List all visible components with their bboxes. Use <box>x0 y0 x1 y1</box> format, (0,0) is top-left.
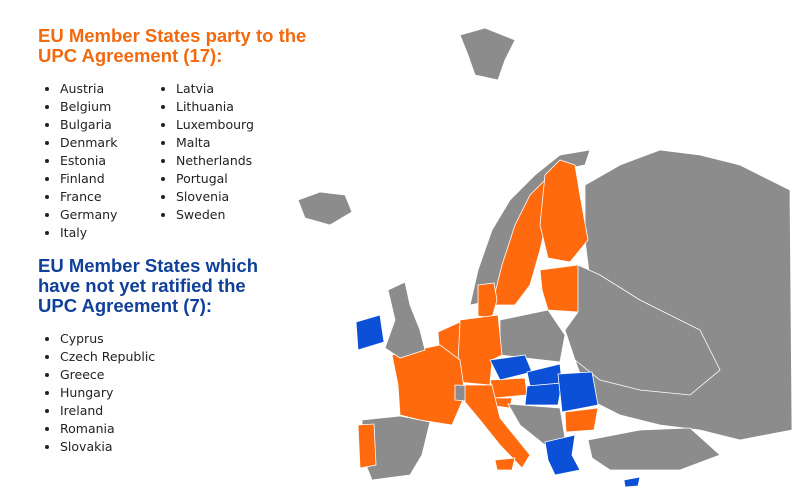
denmark <box>478 283 497 318</box>
romania <box>558 372 598 412</box>
country-item: Finland <box>60 170 176 188</box>
great-britain <box>385 282 425 358</box>
bulgaria <box>565 408 598 432</box>
greece <box>545 435 580 475</box>
iceland <box>298 192 352 225</box>
country-item: Estonia <box>60 152 176 170</box>
baltics <box>540 265 582 312</box>
country-item: France <box>60 188 176 206</box>
ireland <box>356 315 384 350</box>
country-item: Belgium <box>60 98 176 116</box>
country-item: Austria <box>60 80 176 98</box>
finland <box>540 160 588 262</box>
sicily-sardinia <box>495 458 515 470</box>
slovakia <box>527 364 562 386</box>
country-item: Denmark <box>60 134 176 152</box>
europe-map <box>290 20 795 495</box>
hungary <box>525 383 562 405</box>
section-title: EU Member States which have not yet rati… <box>38 256 278 316</box>
page: EU Member States party to the UPC Agreem… <box>0 0 800 500</box>
austria <box>490 378 527 398</box>
portugal <box>358 424 376 468</box>
country-item: Germany <box>60 206 176 224</box>
czech-republic <box>490 355 532 380</box>
country-item: Italy <box>60 224 176 242</box>
svalbard <box>460 28 515 80</box>
country-item: Bulgaria <box>60 116 176 134</box>
section-title: EU Member States party to the UPC Agreem… <box>38 26 333 66</box>
cyprus <box>624 477 640 487</box>
poland <box>500 310 565 362</box>
turkey <box>588 428 720 470</box>
